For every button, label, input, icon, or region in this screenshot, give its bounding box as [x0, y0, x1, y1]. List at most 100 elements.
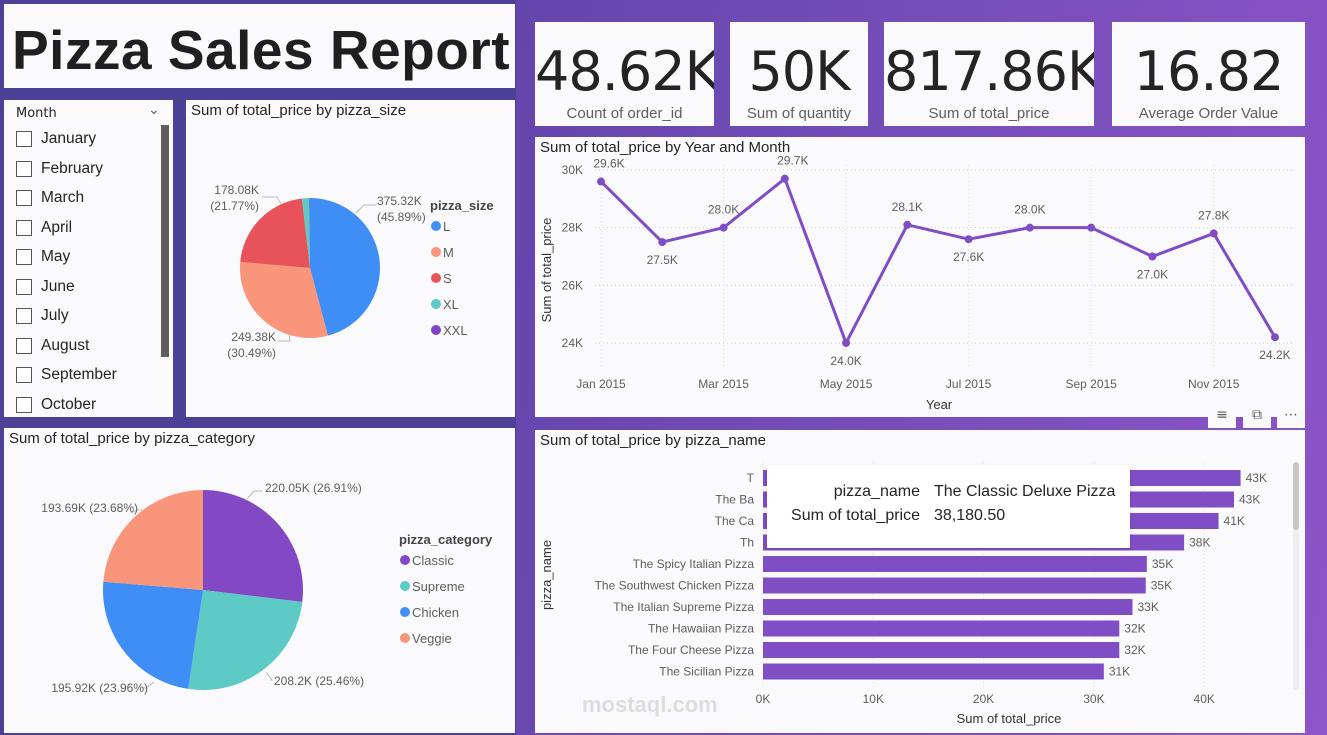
leader-line	[130, 509, 142, 514]
y-axis-title: Sum of total_price	[539, 218, 554, 323]
slicer-item-february[interactable]: February	[16, 160, 103, 178]
legend-marker	[431, 221, 441, 231]
x-tick-label: Nov 2015	[1188, 377, 1240, 391]
kpi-value: 817.86K	[884, 40, 1094, 103]
category-label: Th	[740, 536, 754, 550]
legend-marker	[400, 581, 410, 591]
slicer-item-october[interactable]: October	[16, 396, 96, 414]
legend-item: Supreme	[412, 579, 465, 594]
data-label: 35K	[1151, 579, 1172, 593]
data-point	[1148, 252, 1157, 261]
legend-item: M	[443, 245, 454, 260]
checkbox[interactable]	[16, 190, 32, 206]
x-tick-label: Jan 2015	[576, 377, 626, 391]
kpi-card-total-price: 817.86K Sum of total_price	[884, 22, 1094, 126]
slicer-item-june[interactable]: June	[16, 278, 75, 296]
pizza-size-pie-card: Sum of total_price by pizza_size 375.32K…	[186, 100, 515, 417]
bar	[763, 620, 1120, 637]
leader-line	[262, 196, 282, 205]
checkbox[interactable]	[16, 367, 32, 383]
pie-slice-s	[240, 198, 310, 268]
legend-marker	[431, 247, 441, 257]
pie-slice-xl	[301, 198, 310, 268]
x-tick-label: Jul 2015	[946, 377, 992, 391]
slicer-item-january[interactable]: January	[16, 130, 96, 148]
kpi-value: 16.82	[1133, 40, 1285, 103]
kpi-label: Sum of total_price	[928, 105, 1050, 122]
slicer-item-may[interactable]: May	[16, 248, 70, 266]
x-tick-label: 40K	[1194, 692, 1215, 706]
slicer-item-label: January	[41, 130, 97, 147]
checkbox[interactable]	[16, 337, 32, 354]
scrollbar-thumb[interactable]	[1293, 462, 1299, 530]
y-tick-label: 30K	[562, 163, 583, 177]
data-label: 24.2K	[1259, 348, 1290, 362]
x-tick-label: 0K	[756, 692, 771, 706]
legend-title: pizza_size	[430, 198, 494, 213]
data-label: 27.0K	[1137, 267, 1168, 281]
data-point	[964, 235, 973, 244]
focus-mode-icon[interactable]: ⧉	[1243, 401, 1271, 428]
checkbox[interactable]	[16, 396, 32, 413]
bar	[763, 599, 1133, 615]
legend-title: pizza_category	[399, 532, 493, 547]
title-card: Pizza Sales Report	[4, 4, 515, 88]
filter-icon[interactable]: ≡	[1208, 401, 1236, 428]
tooltip-value: 38,180.50	[934, 507, 1006, 524]
pie-slice-chicken	[103, 581, 203, 689]
data-point	[780, 174, 789, 183]
data-point	[719, 223, 728, 232]
slicer-item-september[interactable]: September	[16, 366, 117, 384]
x-tick-label: Mar 2015	[698, 377, 749, 391]
category-label: The Four Cheese Pizza	[628, 643, 754, 657]
month-slicer: Month ⌄ January February March April May June…	[4, 100, 173, 417]
slicer-item-august[interactable]: August	[16, 337, 89, 355]
slicer-item-march[interactable]: March	[16, 189, 84, 207]
data-label: 27.6K	[953, 250, 984, 264]
slicer-item-april[interactable]: April	[16, 219, 72, 237]
x-tick-label: 30K	[1083, 692, 1104, 706]
bar	[763, 556, 1147, 572]
more-options-icon[interactable]: ⋯	[1277, 401, 1305, 428]
checkbox[interactable]	[16, 308, 32, 324]
data-label: 195.92K (23.96%)	[51, 681, 148, 695]
x-axis-title: Sum of total_price	[957, 711, 1062, 726]
x-tick-label: 20K	[973, 692, 994, 706]
checkbox[interactable]	[16, 160, 32, 177]
kpi-card-quantity: 50K Sum of quantity	[730, 22, 868, 126]
slicer-item-july[interactable]: July	[16, 307, 69, 325]
checkbox[interactable]	[16, 219, 32, 236]
bar	[763, 642, 1120, 658]
data-label: 41K	[1224, 514, 1245, 528]
data-label: 24.0K	[830, 354, 861, 368]
category-label: The Sicilian Pizza	[659, 665, 754, 679]
slicer-item-label: August	[41, 336, 90, 354]
data-point	[1025, 223, 1034, 232]
checkbox[interactable]	[16, 131, 32, 147]
data-label: 178.08K	[214, 183, 259, 197]
y-tick-label: 26K	[562, 278, 583, 292]
data-label: 29.7K	[777, 154, 808, 168]
x-axis-title: Year	[926, 397, 953, 412]
data-label: 375.32K	[377, 194, 422, 208]
slicer-scrollbar[interactable]	[161, 125, 169, 357]
data-label: 43K	[1246, 471, 1267, 485]
pie-slice-m	[240, 261, 328, 338]
data-label: 249.38K	[231, 330, 276, 344]
data-label: 27.5K	[647, 253, 678, 267]
data-label: 28.0K	[708, 203, 739, 217]
kpi-card-orders: 48.62K Count of order_id	[535, 22, 714, 126]
data-label: 43K	[1239, 493, 1260, 507]
pizza-size-pie: 375.32K (45.89%) 178.08K (21.77%) 249.38K (30…	[210, 183, 494, 360]
checkbox[interactable]	[16, 278, 32, 295]
bar-chart-scrollbar[interactable]	[1293, 462, 1299, 690]
tooltip-value: The Classic Deluxe Pizza	[934, 483, 1116, 500]
data-label: 32K	[1124, 622, 1145, 636]
kpi-label: Count of order_id	[566, 105, 683, 122]
leader-line	[355, 204, 376, 214]
checkbox[interactable]	[16, 249, 32, 265]
chevron-down-icon[interactable]: ⌄	[148, 102, 160, 118]
x-tick-label: May 2015	[820, 377, 873, 391]
legend-marker	[400, 633, 410, 643]
pizza-category-pie: 220.05K (26.91%) 193.69K (23.68%) 208.2K (…	[41, 481, 493, 695]
